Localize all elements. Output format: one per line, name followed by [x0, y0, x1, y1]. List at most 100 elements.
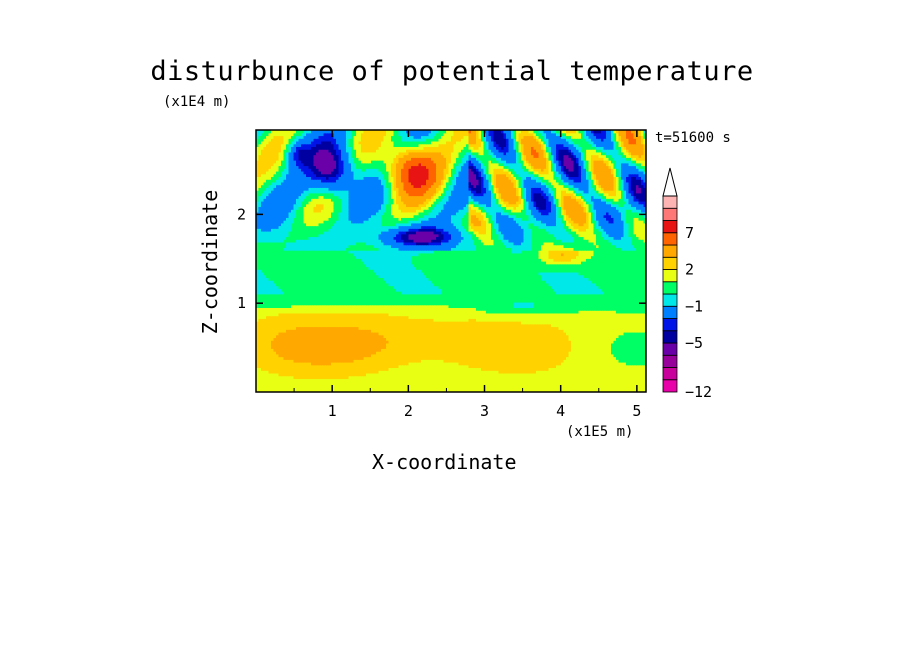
- contour-cell: [298, 361, 302, 366]
- contour-cell: [456, 389, 460, 392]
- contour-cell: [536, 361, 540, 366]
- contour-cell: [526, 337, 530, 341]
- contour-cell: [408, 323, 412, 328]
- contour-cell: [603, 378, 607, 382]
- contour-cell: [268, 326, 272, 330]
- contour-cell: [336, 310, 340, 314]
- contour-cell: [481, 334, 485, 339]
- contour-cell: [533, 342, 537, 347]
- contour-cell: [486, 326, 490, 330]
- contour-cell: [398, 340, 402, 344]
- contour-cell: [593, 304, 597, 308]
- contour-cell: [481, 340, 485, 344]
- contour-cell: [456, 334, 460, 339]
- contour-cell: [508, 342, 512, 347]
- contour-cell: [478, 326, 482, 330]
- contour-cell: [533, 381, 537, 385]
- contour-cell: [618, 378, 622, 382]
- contour-cell: [601, 353, 605, 358]
- contour-cell: [313, 356, 317, 360]
- contour-cell: [491, 323, 495, 328]
- contour-cell: [408, 318, 412, 322]
- contour-cell: [588, 372, 592, 377]
- contour-cell: [588, 321, 592, 325]
- contour-cell: [408, 353, 412, 358]
- contour-cell: [331, 381, 335, 385]
- contour-cell: [478, 351, 482, 355]
- contour-cell: [291, 386, 295, 390]
- contour-cell: [408, 326, 412, 330]
- contour-cell: [276, 389, 280, 392]
- contour-cell: [378, 375, 382, 379]
- contour-cell: [591, 389, 595, 392]
- contour-cell: [406, 337, 410, 341]
- contour-cell: [531, 381, 535, 385]
- contour-cell: [311, 318, 315, 322]
- contour-cell: [543, 337, 547, 341]
- contour-cell: [578, 378, 582, 382]
- contour-cell: [536, 323, 540, 328]
- contour-cell: [586, 304, 590, 308]
- contour-cell: [511, 364, 515, 369]
- contour-cell: [591, 361, 595, 366]
- contour-cell: [268, 307, 272, 311]
- contour-cell: [343, 370, 347, 374]
- contour-cell: [403, 381, 407, 385]
- contour-cell: [438, 340, 442, 344]
- contour-cell: [328, 304, 332, 308]
- contour-cell: [563, 326, 567, 330]
- contour-cell: [323, 323, 327, 328]
- contour-cell: [303, 361, 307, 366]
- contour-cell: [583, 359, 587, 363]
- contour-cell: [396, 370, 400, 374]
- contour-cell: [548, 334, 552, 339]
- contour-cell: [498, 372, 502, 377]
- contour-cell: [376, 337, 380, 341]
- contour-cell: [361, 372, 365, 377]
- contour-cell: [481, 342, 485, 347]
- contour-cell: [571, 353, 575, 358]
- contour-cell: [261, 348, 265, 352]
- contour-cell: [623, 367, 627, 371]
- contour-cell: [496, 326, 500, 330]
- contour-cell: [508, 334, 512, 339]
- contour-cell: [488, 370, 492, 374]
- contour-cell: [588, 389, 592, 392]
- contour-cell: [388, 370, 392, 374]
- contour-cell: [261, 364, 265, 369]
- contour-cell: [298, 364, 302, 369]
- contour-cell: [641, 329, 645, 333]
- contour-cell: [261, 372, 265, 377]
- contour-cell: [643, 386, 646, 390]
- contour-cell: [356, 337, 360, 341]
- contour-cell: [391, 378, 395, 382]
- contour-cell: [488, 334, 492, 339]
- contour-cell: [521, 359, 525, 363]
- contour-cell: [308, 323, 312, 328]
- contour-cell: [526, 383, 530, 388]
- contour-cell: [293, 370, 297, 374]
- contour-cell: [343, 326, 347, 330]
- contour-cell: [356, 364, 360, 369]
- contour-cell: [563, 370, 567, 374]
- contour-cell: [628, 329, 632, 333]
- contour-cell: [568, 383, 572, 388]
- contour-cell: [501, 321, 505, 325]
- contour-cell: [528, 326, 532, 330]
- contour-cell: [368, 372, 372, 377]
- contour-cell: [361, 383, 365, 388]
- contour-cell: [603, 345, 607, 349]
- contour-cell: [596, 340, 600, 344]
- contour-cell: [521, 321, 525, 325]
- contour-cell: [591, 342, 595, 347]
- contour-cell: [483, 370, 487, 374]
- contour-cell: [313, 367, 317, 371]
- contour-cell: [331, 348, 335, 352]
- contour-cell: [611, 389, 615, 392]
- contour-cell: [578, 337, 582, 341]
- contour-cell: [531, 329, 535, 333]
- contour-cell: [371, 342, 375, 347]
- contour-cell: [313, 342, 317, 347]
- contour-cell: [318, 329, 322, 333]
- contour-cell: [328, 337, 332, 341]
